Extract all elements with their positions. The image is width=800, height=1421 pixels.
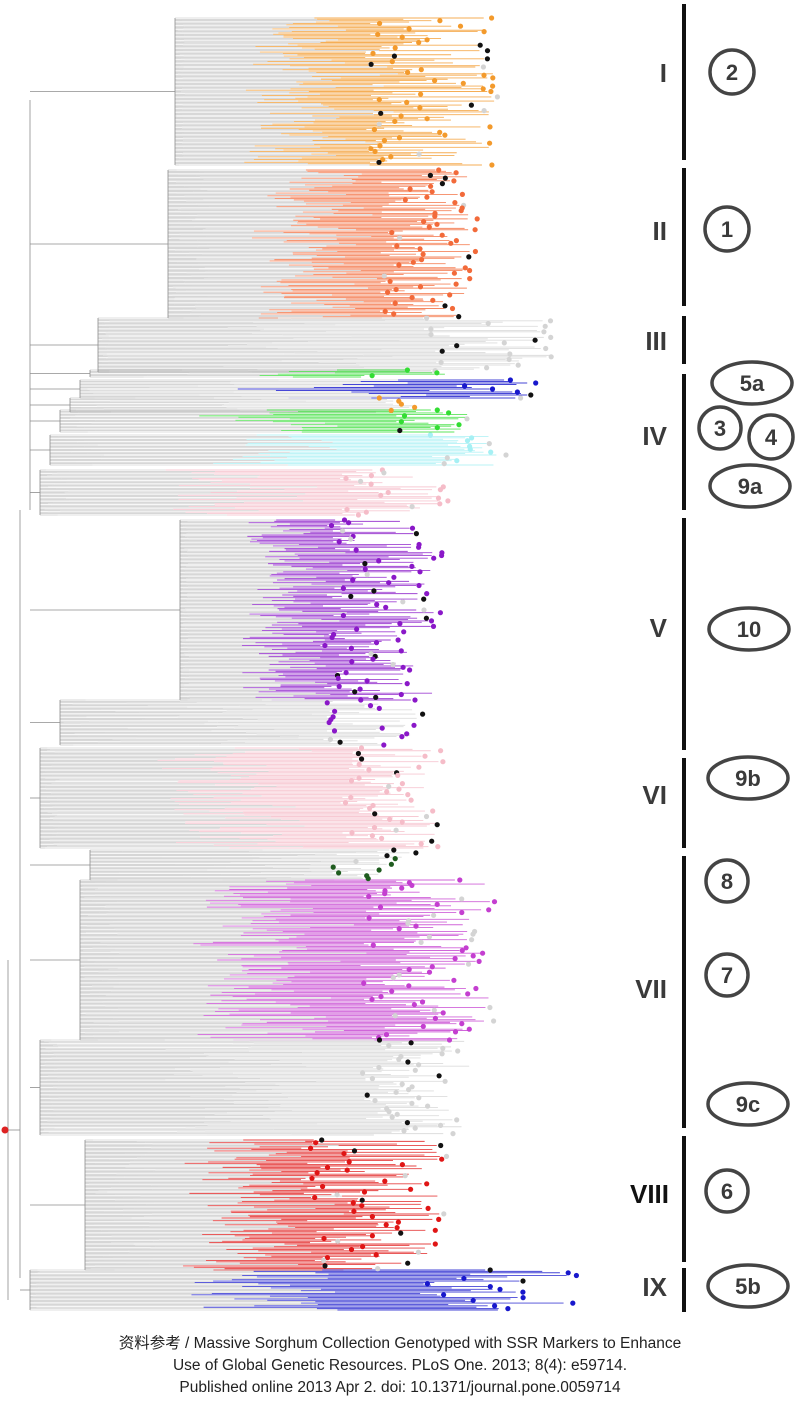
- cluster-label-VIII: VIII: [630, 1179, 669, 1209]
- cluster-label-VII: VII: [635, 974, 667, 1004]
- subgroup-label-6: 6: [721, 1179, 733, 1204]
- cluster-label-I: I: [660, 58, 667, 88]
- subgroup-label-9a: 9a: [738, 474, 763, 499]
- cluster-label-VI: VI: [642, 780, 667, 810]
- cluster-label-III: III: [645, 326, 667, 356]
- subgroup-label-4: 4: [765, 425, 778, 450]
- subgroup-label-10: 10: [737, 617, 761, 642]
- subgroup-oval-8: [704, 858, 750, 904]
- subgroup-label-8: 8: [721, 869, 733, 894]
- subgroup-oval-7: [704, 952, 750, 998]
- tree-tip-markers: [308, 15, 580, 1312]
- subgroup-label-9c: 9c: [736, 1092, 760, 1117]
- subgroup-label-5a: 5a: [740, 371, 765, 396]
- citation-line-3: Published online 2013 Apr 2. doi: 10.137…: [179, 1379, 621, 1396]
- subgroup-oval-2: [708, 48, 756, 96]
- subgroup-oval-4: [747, 413, 795, 461]
- root-marker: [1, 1126, 9, 1134]
- subgroup-oval-5a: [710, 360, 794, 406]
- citation-line-2: Use of Global Genetic Resources. PLoS On…: [172, 1357, 628, 1374]
- subgroup-oval-9a: [708, 463, 792, 509]
- subgroup-label-7: 7: [721, 963, 733, 988]
- subgroup-oval-9b: [706, 755, 790, 801]
- cluster-label-V: V: [650, 613, 668, 643]
- subgroup-label-2: 2: [726, 60, 738, 85]
- cluster-label-II: II: [653, 216, 667, 246]
- subgroup-label-1: 1: [721, 217, 733, 242]
- phylogenetic-tree: I II III IV V VI VII VIII IX 2 1 5a 3 4 …: [1, 4, 795, 1312]
- subgroup-oval-10: [707, 606, 791, 652]
- subgroup-oval-1: [703, 205, 751, 253]
- subgroup-label-9b: 9b: [735, 766, 761, 791]
- subgroup-oval-6: [704, 1168, 750, 1214]
- subgroup-label-5b: 5b: [735, 1274, 761, 1299]
- subgroup-oval-3: [697, 405, 743, 451]
- citation-caption: 资料参考 / Massive Sorghum Collection Genoty…: [0, 1333, 800, 1399]
- citation-line-1: 资料参考 / Massive Sorghum Collection Genoty…: [118, 1335, 682, 1352]
- cluster-label-IX: IX: [642, 1272, 667, 1302]
- tree-branches: [7, 17, 567, 1311]
- subgroup-label-3: 3: [714, 416, 726, 441]
- subgroup-oval-5b: [706, 1263, 790, 1309]
- subgroup-oval-9c: [706, 1081, 790, 1127]
- cluster-label-IV: IV: [642, 421, 667, 451]
